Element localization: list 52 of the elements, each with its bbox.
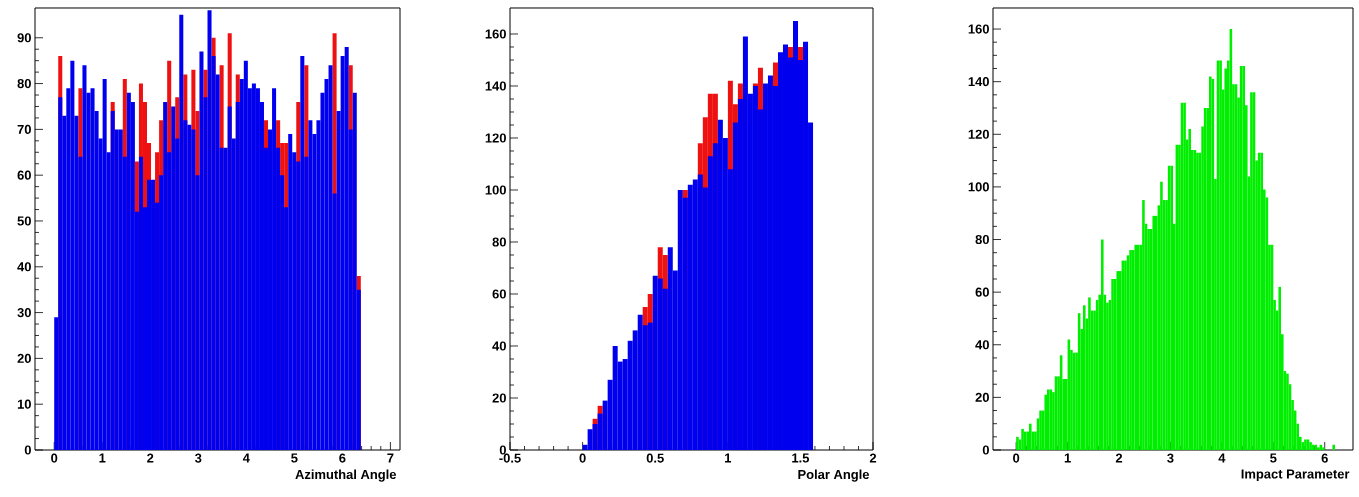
y-tick-label: 20 bbox=[975, 392, 989, 402]
y-tick-label: 100 bbox=[968, 182, 989, 192]
y-tick-label: 140 bbox=[968, 77, 989, 87]
x-tick-label: 0 bbox=[51, 453, 58, 463]
y-tick-label: 120 bbox=[485, 133, 506, 143]
x-tick-label: 7 bbox=[387, 453, 394, 463]
x-tick-label: 2 bbox=[869, 453, 877, 463]
y-tick-label: 160 bbox=[968, 24, 989, 34]
y-tick-label: 20 bbox=[17, 353, 31, 363]
y-tick-label: 20 bbox=[492, 393, 506, 403]
x-tick-label: 3 bbox=[194, 453, 202, 463]
y-tick-label: 10 bbox=[17, 399, 31, 409]
x-tick-label: 1.5 bbox=[792, 453, 810, 463]
x-tick-label: 2 bbox=[147, 453, 154, 463]
x-tick-label: 3 bbox=[1167, 453, 1174, 463]
x-tick-label: 2 bbox=[1115, 453, 1123, 463]
x-tick-label: 0.5 bbox=[646, 453, 664, 463]
y-tick-label: 40 bbox=[492, 341, 506, 351]
y-tick-label: 100 bbox=[485, 185, 506, 195]
x-tick-label: 0 bbox=[1013, 453, 1020, 463]
x-tick-label: -0.5 bbox=[499, 453, 521, 463]
x-tick-label: 4 bbox=[1218, 453, 1226, 463]
x-tick-label: 5 bbox=[291, 453, 298, 463]
y-tick-label: 120 bbox=[968, 129, 989, 139]
x-tick-label: 6 bbox=[339, 453, 346, 463]
x-tick-label: 6 bbox=[1321, 453, 1328, 463]
x-tick-label: 5 bbox=[1270, 453, 1277, 463]
y-tick-label: 40 bbox=[975, 340, 989, 350]
y-tick-label: 80 bbox=[492, 237, 506, 247]
y-tick-label: 60 bbox=[975, 287, 989, 297]
y-tick-label: 80 bbox=[17, 78, 31, 89]
y-tick-label: 40 bbox=[17, 262, 31, 272]
x-tick-label: 1 bbox=[99, 453, 106, 463]
y-tick-label: 140 bbox=[485, 81, 506, 91]
y-tick-label: 60 bbox=[492, 289, 506, 299]
x-tick-label: 4 bbox=[242, 453, 250, 463]
y-tick-label: 90 bbox=[17, 33, 31, 43]
y-tick-label: 60 bbox=[17, 170, 31, 180]
x-axis-title: Azimuthal Angle bbox=[295, 469, 397, 482]
y-tick-label: 30 bbox=[17, 307, 31, 318]
x-tick-label: 1 bbox=[725, 453, 732, 463]
y-tick-label: 0 bbox=[499, 445, 506, 455]
y-tick-label: 160 bbox=[485, 29, 506, 39]
y-tick-label: 0 bbox=[982, 445, 989, 455]
x-axis-title: Polar Angle bbox=[798, 469, 870, 482]
y-tick-label: 80 bbox=[975, 234, 989, 245]
y-tick-label: 50 bbox=[17, 216, 31, 226]
x-tick-label: 1 bbox=[1064, 453, 1071, 463]
y-tick-label: 0 bbox=[24, 445, 31, 455]
x-tick-label: 0 bbox=[579, 453, 586, 463]
y-tick-label: 70 bbox=[17, 124, 31, 134]
x-axis-title: Impact Parameter bbox=[1241, 469, 1350, 482]
